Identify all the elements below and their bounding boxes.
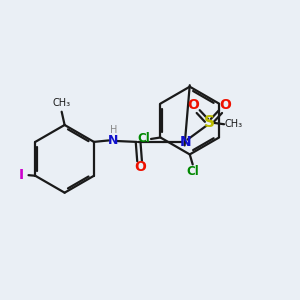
Text: H: H <box>110 125 118 135</box>
Text: CH₃: CH₃ <box>52 98 71 108</box>
Text: S: S <box>204 115 215 130</box>
Text: N: N <box>179 135 191 149</box>
Text: Cl: Cl <box>186 165 199 178</box>
Text: I: I <box>19 168 24 182</box>
Text: O: O <box>134 160 146 174</box>
Text: O: O <box>187 98 199 112</box>
Text: O: O <box>220 98 232 112</box>
Text: N: N <box>108 134 118 147</box>
Text: Cl: Cl <box>137 133 150 146</box>
Text: CH₃: CH₃ <box>225 119 243 129</box>
